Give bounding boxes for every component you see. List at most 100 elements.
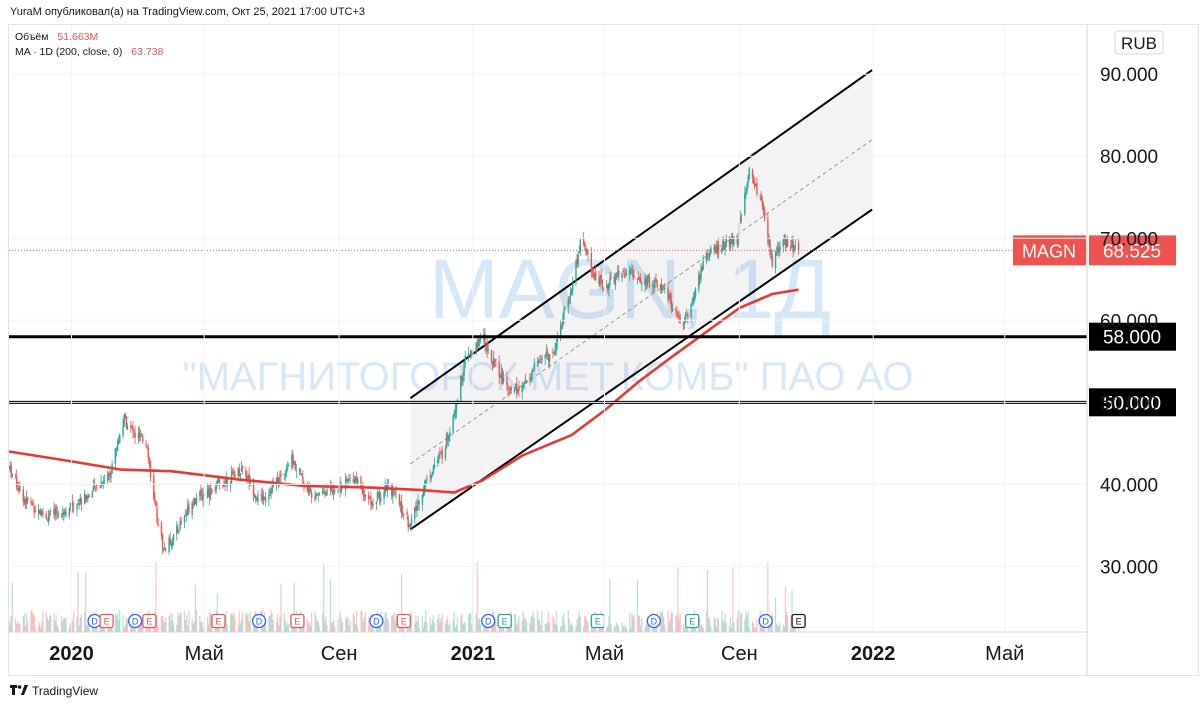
volume-bar — [46, 617, 48, 632]
dividend-marker[interactable]: D — [87, 613, 102, 629]
candle-body — [791, 239, 793, 248]
candle-body — [469, 351, 472, 356]
candle-body — [751, 169, 754, 178]
volume-bar — [14, 618, 17, 632]
volume-bar — [45, 612, 47, 632]
candle-body — [631, 269, 633, 271]
candle-body — [518, 386, 520, 392]
chart-frame[interactable] — [8, 24, 1199, 676]
candle-body — [576, 259, 578, 265]
dividend-marker[interactable]: D — [481, 613, 496, 629]
candle-body — [398, 494, 401, 505]
candle-body — [391, 485, 393, 497]
volume-bar — [11, 582, 13, 632]
candle-body — [354, 477, 357, 480]
volume-bar — [17, 621, 19, 632]
candle-body — [454, 410, 457, 415]
dividend-marker[interactable]: D — [251, 613, 267, 629]
earnings-marker[interactable]: E — [497, 613, 512, 629]
candle-body — [206, 489, 209, 498]
volume-bar — [145, 626, 147, 632]
dividend-glyph: D — [762, 617, 769, 627]
volume-bar — [323, 564, 325, 632]
volume-bar — [717, 619, 720, 632]
volume-bar — [739, 613, 742, 632]
earnings-marker[interactable]: E — [685, 613, 700, 629]
dividend-marker[interactable]: D — [646, 613, 661, 629]
dividend-glyph: D — [651, 617, 658, 627]
volume-bar — [539, 620, 541, 632]
candle-body — [608, 284, 610, 291]
candle-body — [609, 277, 611, 285]
dividend-marker[interactable]: D — [369, 613, 384, 629]
volume-bar — [700, 625, 702, 632]
volume-bar — [238, 611, 240, 632]
candle-body — [96, 485, 98, 487]
candle-body — [600, 274, 602, 280]
volume-bar — [613, 625, 615, 632]
candle-body — [188, 504, 190, 513]
volume-bar — [56, 625, 58, 632]
earnings-marker[interactable]: E — [396, 613, 411, 629]
candle-body — [452, 417, 454, 434]
volume-bar — [184, 619, 187, 632]
dividend-marker[interactable]: D — [127, 613, 143, 629]
earnings-marker[interactable]: E — [211, 613, 226, 629]
volume-bar — [477, 618, 479, 632]
volume-bar — [269, 615, 271, 632]
volume-bar — [553, 617, 555, 632]
candle-body — [99, 487, 101, 489]
volume-bar — [636, 580, 638, 632]
volume-bar — [647, 620, 649, 632]
volume-bar — [461, 613, 463, 632]
candle-body — [170, 543, 173, 546]
candle-body — [429, 476, 431, 478]
candle-body — [417, 501, 419, 504]
candle-body — [26, 496, 29, 502]
axes[interactable]: 30.000 40.000 50.000 60.000 70.000 80.000 90.0… — [9, 25, 1158, 676]
candle-body — [355, 477, 358, 483]
volume-bar — [721, 610, 723, 632]
earnings-marker[interactable]: E — [590, 613, 606, 629]
candle-body — [371, 501, 373, 507]
symbol-badge — [1013, 235, 1086, 266]
currency-badge[interactable]: RUB — [1114, 30, 1164, 55]
candle-body — [477, 339, 480, 346]
volume-bar — [585, 616, 587, 632]
volume-bar — [309, 625, 312, 632]
candle-body — [513, 390, 516, 392]
volume-bar — [346, 618, 348, 632]
volume-bar — [578, 611, 580, 632]
candle-body — [286, 468, 289, 470]
candle-body — [80, 499, 83, 504]
candle-body — [160, 524, 163, 536]
candle-body — [106, 473, 109, 482]
candle-body — [683, 320, 686, 324]
candle-body — [318, 494, 321, 496]
candle-body — [23, 499, 26, 503]
volume-bar — [785, 611, 788, 632]
candle-body — [147, 448, 149, 458]
candle-body — [568, 298, 571, 300]
earnings-marker[interactable]: E — [142, 613, 157, 629]
dividend-marker[interactable]: D — [758, 613, 773, 629]
earnings-marker[interactable]: E — [791, 613, 806, 629]
volume-bar — [271, 614, 273, 632]
candle-body — [145, 443, 147, 446]
volume-bar — [716, 617, 719, 632]
candle-body — [438, 454, 440, 460]
earnings-marker[interactable]: E — [99, 613, 114, 629]
volume-bar — [362, 620, 364, 632]
volume-bar — [331, 621, 334, 632]
volume-bar — [622, 625, 624, 632]
volume-bar — [99, 623, 101, 632]
earnings-marker[interactable]: E — [290, 613, 305, 629]
candle-body — [132, 426, 134, 431]
dividend-icon — [646, 613, 661, 629]
candle-body — [529, 378, 531, 381]
volume-bar — [569, 624, 572, 632]
volume-bar — [545, 623, 547, 632]
candle-body — [463, 362, 465, 376]
volume-bar — [169, 613, 171, 632]
